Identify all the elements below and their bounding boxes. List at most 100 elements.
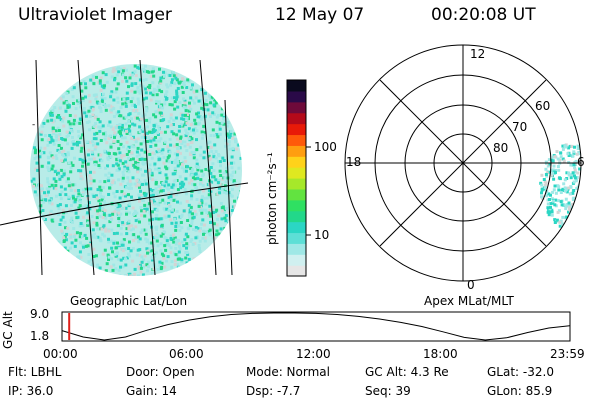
emission-pixel [179, 182, 182, 186]
emission-pixel [191, 122, 195, 126]
emission-pixel [154, 182, 158, 186]
emission-pixel [98, 166, 102, 169]
emission-pixel [170, 130, 174, 134]
emission-pixel [201, 133, 205, 137]
emission-pixel [229, 177, 233, 181]
emission-pixel [170, 96, 174, 100]
date-label: 12 May 07 [275, 5, 365, 25]
emission-pixel [117, 147, 121, 151]
emission-pixel [143, 157, 147, 161]
emission-pixel [74, 211, 78, 215]
emission-pixel [121, 69, 125, 73]
emission-pixel [71, 194, 75, 198]
emission-pixel [135, 182, 139, 186]
emission-pixel [38, 149, 42, 153]
emission-pixel [129, 73, 133, 77]
emission-pixel [130, 89, 134, 93]
emission-pixel [153, 254, 157, 258]
emission-pixel [579, 183, 581, 187]
emission-pixel [225, 166, 229, 170]
emission-pixel [160, 223, 164, 227]
emission-pixel [100, 198, 104, 202]
emission-pixel [48, 201, 52, 205]
emission-pixel [136, 166, 140, 170]
emission-pixel [114, 126, 118, 130]
emission-pixel [105, 262, 109, 266]
emission-pixel [192, 151, 196, 155]
emission-pixel [162, 161, 166, 165]
emission-pixel [215, 115, 219, 119]
emission-pixel [559, 200, 563, 204]
emission-pixel [146, 249, 150, 253]
emission-pixel [128, 129, 132, 133]
emission-pixel [70, 216, 74, 220]
emission-pixel [577, 213, 581, 217]
emission-pixel [122, 67, 126, 71]
emission-pixel [117, 243, 121, 247]
emission-pixel [130, 144, 134, 148]
emission-pixel [51, 156, 55, 160]
emission-pixel [592, 179, 595, 182]
emission-pixel [237, 196, 241, 200]
emission-pixel [84, 204, 88, 208]
emission-pixel [591, 215, 594, 218]
emission-pixel [153, 162, 157, 166]
emission-pixel [593, 200, 596, 203]
emission-pixel [540, 195, 543, 199]
emission-pixel [577, 224, 581, 228]
emission-pixel [136, 137, 140, 141]
emission-pixel [190, 222, 194, 226]
emission-pixel [94, 142, 98, 146]
emission-pixel [122, 116, 126, 120]
polar-panel [344, 44, 596, 282]
emission-pixel [142, 173, 146, 177]
emission-pixel [589, 153, 592, 156]
emission-pixel [575, 186, 579, 190]
emission-pixel [586, 199, 589, 202]
emission-pixel [206, 141, 210, 145]
emission-pixel [58, 203, 62, 207]
emission-pixel [95, 223, 99, 227]
emission-pixel [173, 259, 177, 263]
emission-pixel [118, 159, 122, 163]
emission-pixel [87, 93, 91, 97]
emission-pixel [237, 166, 241, 170]
emission-pixel [71, 163, 75, 167]
emission-pixel [180, 80, 184, 84]
emission-pixel [133, 272, 137, 276]
emission-pixel [127, 247, 131, 250]
emission-pixel [577, 152, 581, 156]
emission-pixel [85, 121, 89, 124]
emission-pixel [185, 251, 189, 254]
emission-pixel [212, 175, 216, 179]
emission-pixel [570, 144, 574, 148]
emission-pixel [65, 180, 69, 184]
emission-pixel [564, 225, 568, 229]
emission-pixel [69, 235, 73, 239]
emission-pixel [179, 151, 182, 155]
emission-pixel [122, 192, 126, 196]
emission-pixel [115, 87, 119, 91]
emission-pixel [149, 200, 153, 204]
emission-pixel [98, 236, 102, 240]
emission-pixel [115, 162, 119, 166]
emission-pixel [572, 215, 576, 219]
emission-pixel [587, 155, 590, 158]
emission-pixel [91, 74, 95, 78]
emission-pixel [135, 253, 139, 257]
emission-pixel [44, 198, 47, 202]
emission-pixel [106, 123, 110, 127]
emission-pixel [176, 146, 180, 150]
emission-pixel [222, 159, 226, 162]
emission-pixel [202, 124, 206, 128]
colorbar-segment [287, 123, 306, 136]
emission-pixel [235, 147, 239, 151]
emission-pixel [46, 119, 50, 123]
emission-pixel [67, 153, 70, 157]
emission-pixel [188, 105, 192, 108]
emission-pixel [137, 100, 141, 103]
emission-pixel [550, 169, 554, 172]
emission-pixel [138, 130, 142, 134]
emission-pixel [139, 206, 143, 209]
emission-pixel [185, 242, 189, 246]
